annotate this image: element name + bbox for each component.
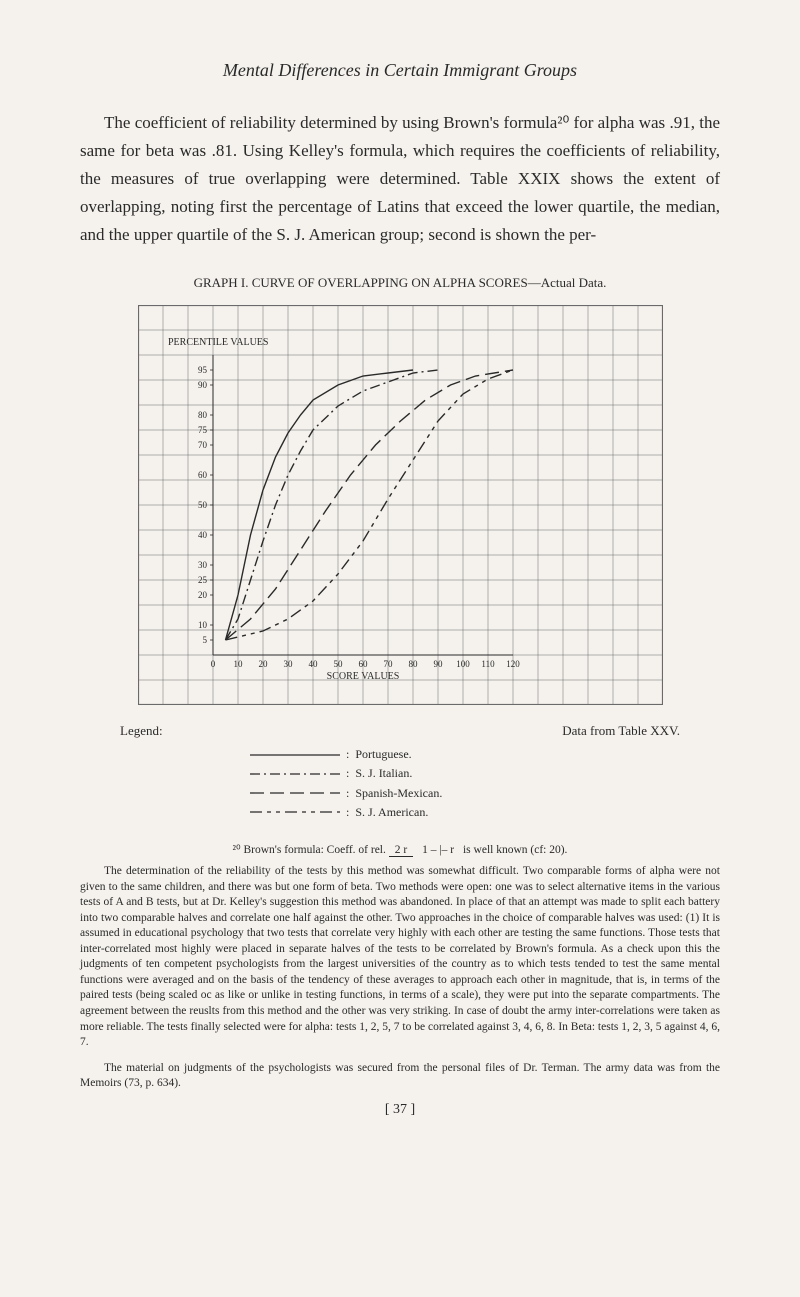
svg-text:20: 20 xyxy=(258,659,268,669)
svg-text:40: 40 xyxy=(308,659,318,669)
svg-text:60: 60 xyxy=(358,659,368,669)
svg-text:40: 40 xyxy=(198,530,208,540)
graph-container: PERCENTILE VALUES 5 10 20 25 30 40 50 60 70 75 80 90… xyxy=(80,305,720,705)
legend-item: :Portuguese. xyxy=(250,745,720,764)
footnote-body: The determination of the reliability of … xyxy=(80,864,720,1050)
legend-header-right: Data from Table XXV. xyxy=(562,723,680,739)
svg-text:50: 50 xyxy=(333,659,343,669)
legend-header-left: Legend: xyxy=(120,723,163,739)
svg-text:90: 90 xyxy=(433,659,443,669)
svg-text:60: 60 xyxy=(198,470,208,480)
svg-text:100: 100 xyxy=(456,659,470,669)
svg-text:25: 25 xyxy=(198,575,208,585)
svg-text:80: 80 xyxy=(408,659,418,669)
page-number: [ 37 ] xyxy=(80,1102,720,1118)
graph-title: GRAPH I. CURVE OF OVERLAPPING ON ALPHA S… xyxy=(80,275,720,291)
legend-item: :Spanish-Mexican. xyxy=(250,784,720,803)
svg-text:30: 30 xyxy=(198,560,208,570)
svg-text:120: 120 xyxy=(506,659,520,669)
svg-text:30: 30 xyxy=(283,659,293,669)
svg-text:90: 90 xyxy=(198,380,208,390)
svg-text:10: 10 xyxy=(233,659,243,669)
graph-svg: PERCENTILE VALUES 5 10 20 25 30 40 50 60 70 75 80 90… xyxy=(138,305,663,705)
legend-list: :Portuguese.:S. J. Italian.:Spanish-Mexi… xyxy=(80,745,720,822)
svg-text:10: 10 xyxy=(198,620,208,630)
svg-text:0: 0 xyxy=(210,659,215,669)
svg-text:50: 50 xyxy=(198,500,208,510)
svg-text:70: 70 xyxy=(383,659,393,669)
svg-text:20: 20 xyxy=(198,590,208,600)
svg-text:75: 75 xyxy=(198,425,208,435)
svg-text:80: 80 xyxy=(198,410,208,420)
svg-text:95: 95 xyxy=(198,365,208,375)
legend-block: Legend: Data from Table XXV. :Portuguese… xyxy=(80,723,720,822)
svg-text:5: 5 xyxy=(202,635,207,645)
svg-text:SCORE VALUES: SCORE VALUES xyxy=(326,671,399,682)
legend-item: :S. J. Italian. xyxy=(250,764,720,783)
svg-text:70: 70 xyxy=(198,440,208,450)
footnote-body-2: The material on judgments of the psychol… xyxy=(80,1061,720,1092)
footnote-formula: ²⁰ Brown's formula: Coeff. of rel. 2 r 1… xyxy=(80,842,720,856)
svg-text:PERCENTILE VALUES: PERCENTILE VALUES xyxy=(168,337,268,348)
legend-item: :S. J. American. xyxy=(250,803,720,822)
body-paragraph: The coefficient of reliability determine… xyxy=(80,109,720,249)
svg-text:110: 110 xyxy=(481,659,495,669)
section-title: Mental Differences in Certain Immigrant … xyxy=(80,60,720,81)
